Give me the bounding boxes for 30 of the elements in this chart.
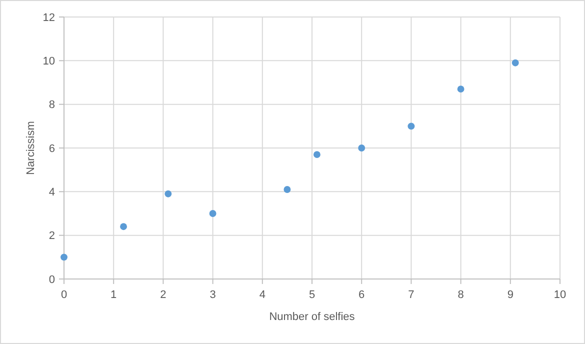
x-tick-label: 4 <box>259 289 266 301</box>
x-tick-label: 3 <box>210 289 216 301</box>
x-tick-label: 5 <box>308 289 316 301</box>
y-tick-label: 2 <box>48 230 55 242</box>
point <box>60 254 68 261</box>
x-tick-label: 9 <box>507 289 514 301</box>
y-axis-title: Narcissism <box>25 121 37 175</box>
y-tick-label: 4 <box>48 186 55 199</box>
point <box>164 190 172 198</box>
x-tick-label: 6 <box>358 289 365 301</box>
x-tick-label: 0 <box>60 289 68 301</box>
y-tick-label: 10 <box>42 56 55 68</box>
x-tick-label: 1 <box>110 289 117 301</box>
y-tick-label: 0 <box>48 274 55 286</box>
y-tick-label: 12 <box>42 12 55 24</box>
point <box>358 144 366 152</box>
point <box>209 210 216 217</box>
point <box>313 151 320 158</box>
point <box>120 223 127 230</box>
x-axis-title: Number of selfies <box>269 311 356 323</box>
x-tick-label: 2 <box>160 289 166 301</box>
point <box>284 186 291 193</box>
x-tick-label: 8 <box>458 289 464 301</box>
point <box>457 86 464 93</box>
y-tick-label: 6 <box>48 142 55 155</box>
point <box>512 59 519 66</box>
x-tick-label: 7 <box>408 289 414 301</box>
point <box>408 122 415 130</box>
y-tick-label: 8 <box>48 99 55 112</box>
x-tick-label: 10 <box>554 289 566 301</box>
